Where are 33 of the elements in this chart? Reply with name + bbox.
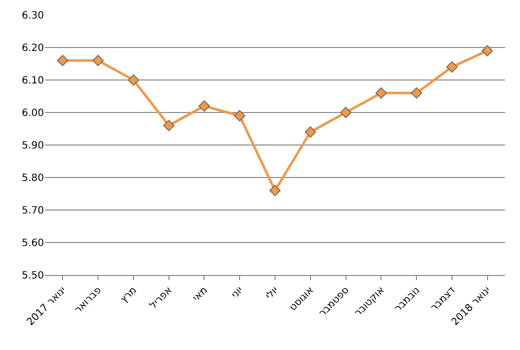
point <box>340 106 352 118</box>
point <box>446 61 458 73</box>
x-tick-label: נובמבר <box>392 284 422 314</box>
y-tick-label: 5.50 <box>22 270 44 282</box>
x-tick-label: יולי <box>264 284 281 302</box>
x-tick-label: ינואר 2017 <box>25 284 68 328</box>
y-tick-label: 5.60 <box>22 238 44 249</box>
point <box>482 45 494 56</box>
y-tick-label: 6.10 <box>22 76 44 86</box>
point <box>128 74 140 86</box>
x-tick-label: אוגוסט <box>288 284 316 314</box>
point <box>269 184 281 196</box>
y-tick-label: 5.80 <box>22 173 44 184</box>
point <box>375 87 387 99</box>
y-tick-label: 6.30 <box>22 10 44 22</box>
point <box>198 100 210 112</box>
point <box>163 120 175 132</box>
x-tick-label: פברואר <box>72 284 104 316</box>
x-tick-label: אפריל <box>148 284 175 312</box>
x-tick-label: מרץ <box>118 284 140 306</box>
point <box>304 126 316 138</box>
x-tick-label: מאי <box>190 284 210 304</box>
y-tick-label: 6.00 <box>22 108 44 119</box>
point <box>92 54 104 66</box>
point <box>56 54 68 66</box>
point <box>410 87 422 99</box>
point <box>234 110 246 122</box>
y-tick-label: 5.90 <box>22 140 44 152</box>
y-tick-label: 6.20 <box>22 43 44 54</box>
y-tick-label: 5.70 <box>22 206 44 216</box>
x-tick-label: אוקטובר <box>352 284 387 319</box>
x-tick-label: יוני <box>230 284 246 301</box>
x-tick-label: ספטמבר <box>317 284 352 320</box>
